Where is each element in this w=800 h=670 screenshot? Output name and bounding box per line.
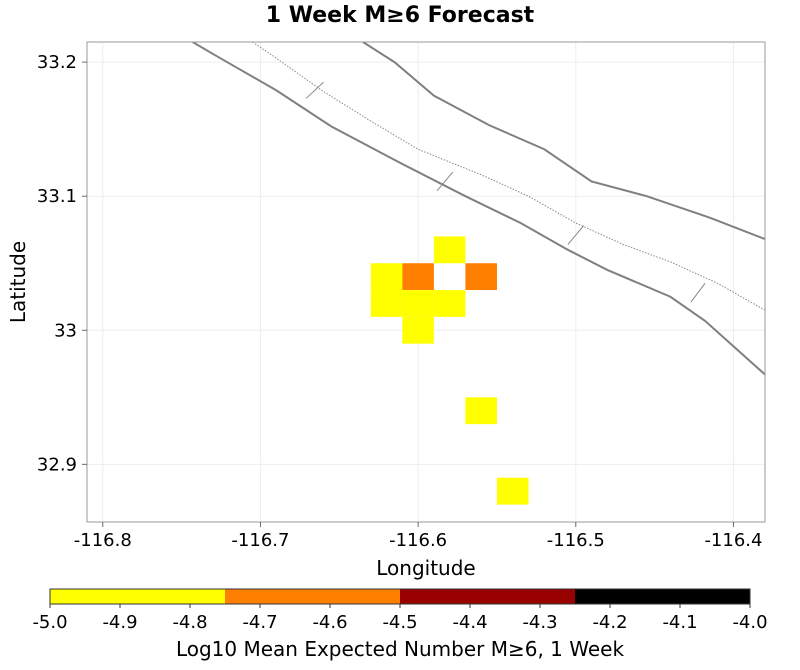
x-axis-label: Longitude [376,556,475,580]
colorbar-tick-label: -4.1 [662,612,697,633]
y-tick-label: 33.1 [37,186,77,207]
chart-title: 1 Week M≥6 Forecast [266,3,535,28]
y-axis-ticks: 32.9 33 33.1 33.2 [37,52,87,475]
forecast-cell [465,397,497,425]
colorbar-tick-label: -4.9 [102,612,137,633]
colorbar-tick-label: -5.0 [32,612,67,633]
forecast-cell [370,290,403,317]
fault-segment-tick [436,171,454,192]
colorbar-tick-label: -4.8 [172,612,207,633]
colorbar [49,588,751,605]
colorbar-ticks: -5.0 -4.9 -4.8 -4.7 -4.6 -4.5 -4.4 -4.3 -4.2 -4.1… [32,604,768,633]
y-tick-label: 32.9 [37,454,77,475]
fault-traces [192,42,765,376]
colorbar-segment [575,589,750,604]
colorbar-tick-label: -4.7 [242,612,277,633]
forecast-cell [402,263,434,291]
fault-trace [192,42,765,376]
colorbar-tick-label: -4.2 [592,612,627,633]
x-tick-label: -116.6 [389,530,447,551]
forecast-cell [433,236,466,264]
colorbar-tick-label: -4.4 [452,612,487,633]
forecast-cell [465,263,497,291]
colorbar-segment [400,589,575,604]
fault-trace-dotted [252,42,765,311]
forecast-cell [496,477,529,505]
x-tick-label: -116.5 [547,530,605,551]
x-tick-label: -116.7 [231,530,289,551]
colorbar-tick-label: -4.0 [732,612,767,633]
colorbar-tick-label: -4.5 [382,612,417,633]
colorbar-tick-label: -4.3 [522,612,557,633]
colorbar-segment [50,589,225,604]
x-axis-ticks: -116.8 -116.7 -116.6 -116.5 -116.4 [74,522,762,551]
colorbar-label: Log10 Mean Expected Number M≥6, 1 Week [176,637,624,661]
forecast-cell [370,263,403,291]
forecast-cell [402,316,434,344]
forecast-cell [402,290,434,317]
y-axis-label: Latitude [6,241,30,323]
x-tick-label: -116.8 [74,530,132,551]
fault-segment-tick [567,225,585,245]
plot-frame [86,41,766,523]
forecast-cell [433,290,466,317]
x-tick-label: -116.4 [704,530,762,551]
y-tick-label: 33.2 [37,52,77,73]
colorbar-tick-label: -4.6 [312,612,347,633]
y-tick-label: 33 [54,320,77,341]
grid [87,42,765,522]
colorbar-segment [225,589,400,604]
fault-segment-tick [305,81,324,99]
fault-segment-tick [690,283,706,303]
forecast-cells [370,236,529,505]
fault-trace [362,42,765,241]
